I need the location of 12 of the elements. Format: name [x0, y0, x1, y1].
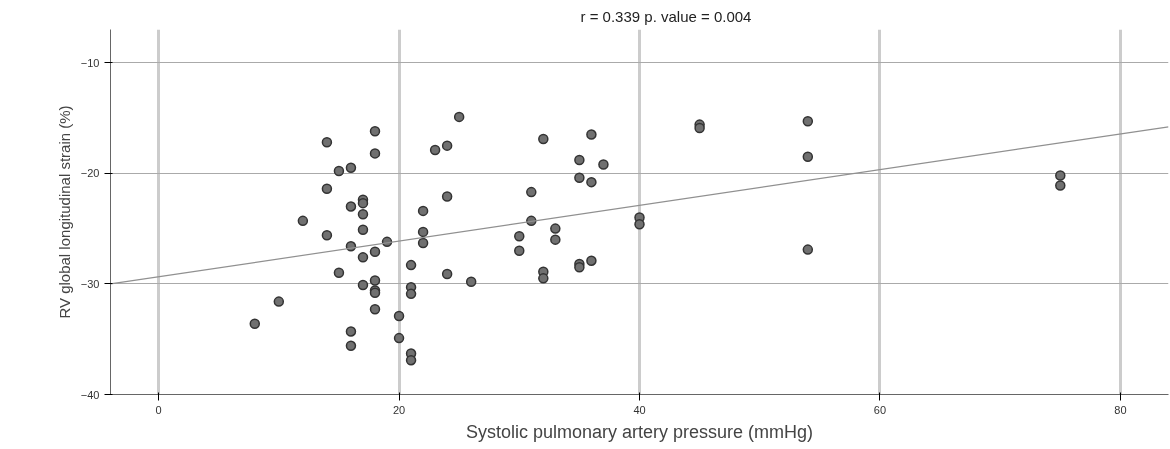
x-tick-label: 80 — [1114, 403, 1127, 416]
x-tick-label: 20 — [392, 403, 406, 416]
x-tick-label: 60 — [873, 403, 887, 416]
y-axis-title: RV global longitudinal strain (%) — [55, 105, 73, 319]
y-tick-label: −10 — [80, 56, 100, 69]
x-tick-label: 0 — [155, 403, 162, 416]
y-tick-label: −40 — [80, 388, 100, 401]
x-axis-title: Systolic pulmonary artery pressure (mmHg) — [465, 421, 814, 442]
y-tick-label: −20 — [80, 167, 100, 180]
y-tick-label: −30 — [80, 277, 100, 290]
x-tick-label: 40 — [633, 403, 646, 416]
text: r = 0.339 p. value = 0.004 — [580, 7, 752, 25]
